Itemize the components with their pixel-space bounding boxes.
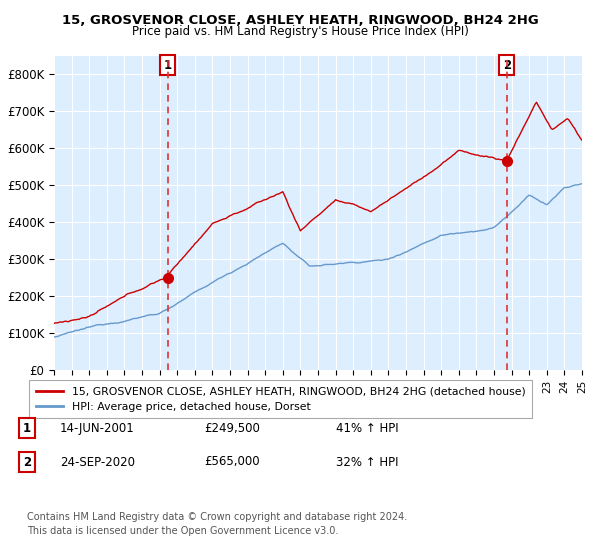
Text: £249,500: £249,500	[204, 422, 260, 435]
Text: 14-JUN-2001: 14-JUN-2001	[60, 422, 135, 435]
Text: 24-SEP-2020: 24-SEP-2020	[60, 455, 135, 469]
Text: Price paid vs. HM Land Registry's House Price Index (HPI): Price paid vs. HM Land Registry's House …	[131, 25, 469, 38]
Text: Contains HM Land Registry data © Crown copyright and database right 2024.
This d: Contains HM Land Registry data © Crown c…	[27, 512, 407, 536]
Text: 2: 2	[23, 455, 31, 469]
Text: 15, GROSVENOR CLOSE, ASHLEY HEATH, RINGWOOD, BH24 2HG: 15, GROSVENOR CLOSE, ASHLEY HEATH, RINGW…	[62, 14, 538, 27]
Text: 2: 2	[503, 59, 511, 72]
Text: £565,000: £565,000	[204, 455, 260, 469]
Text: 41% ↑ HPI: 41% ↑ HPI	[336, 422, 398, 435]
Text: 1: 1	[23, 422, 31, 435]
Text: 1: 1	[163, 59, 172, 72]
Legend: 15, GROSVENOR CLOSE, ASHLEY HEATH, RINGWOOD, BH24 2HG (detached house), HPI: Ave: 15, GROSVENOR CLOSE, ASHLEY HEATH, RINGW…	[29, 380, 532, 418]
Text: 32% ↑ HPI: 32% ↑ HPI	[336, 455, 398, 469]
